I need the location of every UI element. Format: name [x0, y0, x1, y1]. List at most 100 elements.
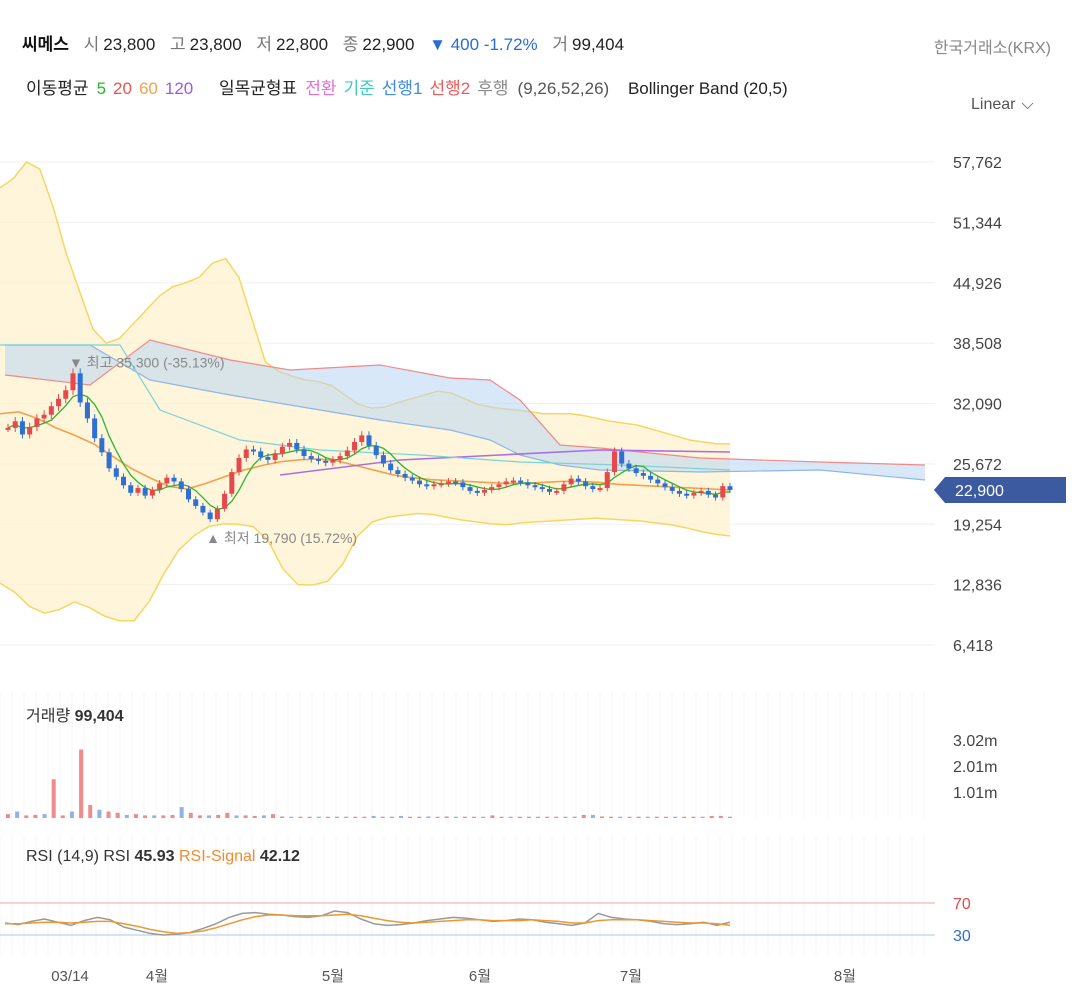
candle-body	[417, 480, 423, 485]
volume-bar	[316, 816, 321, 818]
rsi-signal-line	[5, 913, 731, 935]
candle-body	[352, 441, 358, 451]
volume-bar	[143, 815, 148, 818]
volume-bar	[609, 816, 614, 818]
volume-bar	[197, 815, 202, 818]
candle-body	[460, 482, 466, 488]
candle-body	[626, 463, 632, 469]
candle-body	[186, 489, 191, 500]
volume-bar	[88, 805, 93, 818]
volume-bar	[453, 816, 458, 818]
volume-bar	[389, 816, 394, 818]
candle-body	[330, 459, 336, 463]
candle-body	[84, 402, 90, 419]
candle-body	[467, 487, 473, 491]
candle-body	[77, 373, 83, 403]
candle-body	[12, 421, 18, 428]
open-value: 23,800	[103, 35, 156, 54]
candle-body	[655, 479, 661, 484]
x-tick-label: 8월	[834, 968, 856, 985]
volume-bar	[572, 816, 577, 818]
candle-body	[518, 480, 524, 483]
volume-bar	[545, 816, 550, 818]
volume-tick-label: 3.02m	[953, 733, 997, 750]
volume-bar	[490, 815, 495, 818]
volume-panel: 거래량 99,404 3.02m 2.01m 1.01m	[0, 692, 997, 818]
candle-body	[539, 487, 545, 490]
y-tick-label: 32,090	[953, 397, 1002, 414]
candle-body	[149, 489, 155, 496]
volume-bar	[417, 816, 422, 818]
bollinger-lower	[0, 512, 731, 622]
high-value: 23,800	[189, 35, 242, 54]
candle-body	[705, 490, 711, 495]
candle-body	[243, 449, 249, 458]
y-tick-label: 25,672	[953, 457, 1002, 474]
volume-bar	[188, 812, 193, 818]
ma-period-1: 20	[113, 79, 132, 98]
volume-tick-label: 2.01m	[953, 759, 997, 776]
candle-body	[373, 445, 379, 456]
candle-body	[178, 481, 184, 490]
volume-bar	[307, 816, 312, 818]
volume-bar	[115, 812, 120, 818]
ma-120-line	[279, 449, 731, 476]
base-line	[0, 344, 731, 471]
volume-bar	[709, 815, 714, 818]
volume-bar	[728, 816, 732, 818]
volume-bar	[371, 815, 376, 818]
candle-body	[121, 476, 127, 486]
volume-bar	[600, 816, 605, 818]
candle-body	[56, 398, 62, 407]
candle-body	[27, 426, 33, 435]
volume-bar	[426, 816, 431, 818]
x-tick-label: 7월	[620, 968, 642, 985]
volume-bar	[161, 815, 166, 818]
candle-body	[193, 499, 199, 506]
ichimoku-line-2: 선행1	[381, 79, 423, 98]
volume-bar	[152, 815, 157, 818]
volume-bar	[563, 816, 568, 818]
ichimoku-line-3: 선행2	[429, 79, 471, 98]
candle-body	[337, 456, 343, 460]
volume-bar	[170, 814, 175, 818]
volume-bar	[207, 815, 212, 818]
candle-body	[70, 373, 76, 391]
ma-label: 이동평균	[26, 79, 89, 98]
volume-bar	[380, 816, 385, 818]
volume-bar	[362, 816, 367, 818]
volume-bar	[225, 812, 230, 818]
bollinger-label: Bollinger Band (20,5)	[627, 79, 788, 98]
cloud-area	[5, 340, 925, 480]
volume-bar	[508, 816, 513, 818]
candle-body	[482, 489, 488, 493]
candle-body	[164, 477, 170, 484]
rsi-tick-30: 30	[953, 928, 971, 945]
ma-period-0: 5	[96, 79, 107, 98]
candle-body	[250, 449, 256, 452]
volume-bar	[289, 816, 294, 818]
volume-bar	[24, 815, 29, 818]
candle-body	[308, 456, 314, 459]
volume-bar	[344, 816, 349, 818]
candle-body	[113, 468, 119, 477]
rsi-signal-value: 42.12	[260, 848, 300, 865]
candle-body	[380, 455, 386, 464]
volume-bar	[6, 814, 10, 818]
candle-body	[34, 418, 40, 427]
ichimoku-params: (9,26,52,26)	[517, 79, 610, 98]
leading-span-1	[5, 344, 926, 481]
rsi-name: RSI	[103, 848, 134, 865]
candle-body	[438, 483, 444, 486]
scale-selector[interactable]: Linear ⌵	[971, 96, 1034, 114]
low-value: 22,800	[276, 35, 329, 54]
volume-bar	[261, 815, 266, 818]
candle-body	[590, 486, 596, 490]
candle-body	[669, 487, 675, 491]
candle-body	[698, 490, 704, 493]
candle-body	[222, 493, 228, 509]
low-annotation: ▲ 최저 19,790 (15.72%)	[206, 530, 357, 546]
candle-body	[142, 488, 148, 496]
candle-body	[474, 490, 480, 493]
